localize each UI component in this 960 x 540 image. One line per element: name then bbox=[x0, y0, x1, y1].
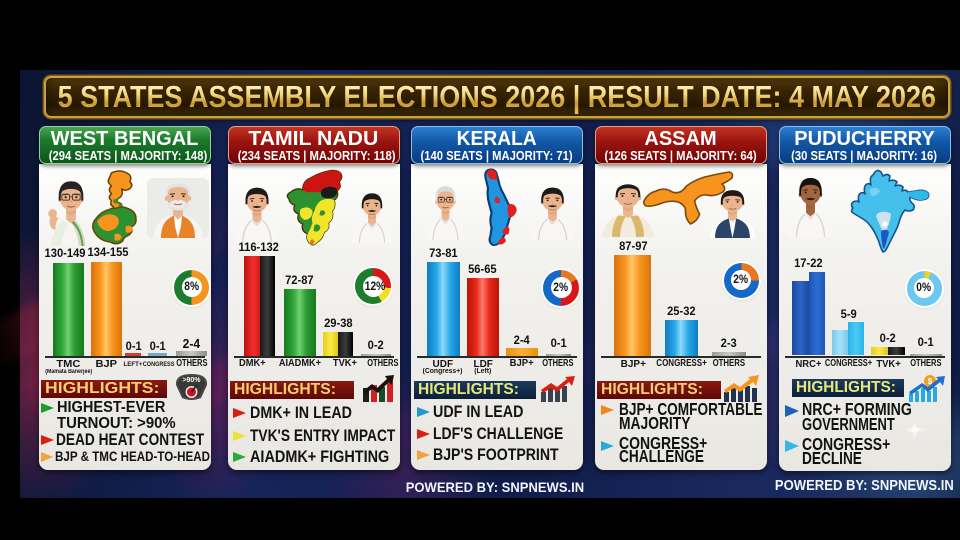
svg-text:$: $ bbox=[928, 377, 933, 386]
svg-text:>90%: >90% bbox=[182, 377, 201, 384]
